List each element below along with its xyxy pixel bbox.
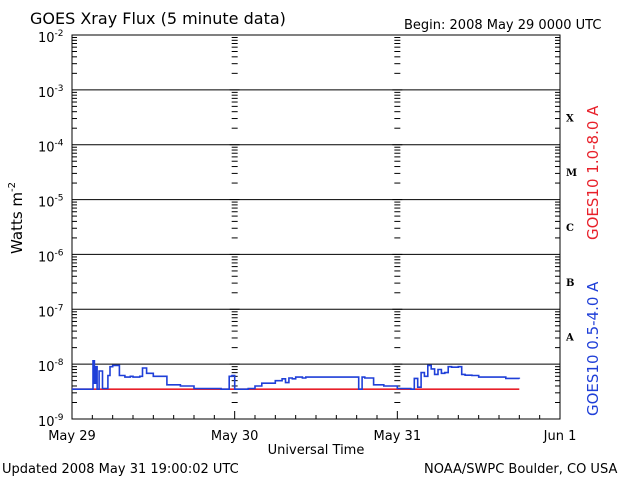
y-tick-exp: -2: [55, 29, 64, 39]
y-tick-base: 10: [38, 31, 55, 46]
y-axis-label-exp: -2: [7, 182, 18, 192]
legend-long-channel-label: GOES10 1.0-8.0 A: [584, 105, 602, 240]
y-tick-base: 10: [38, 86, 55, 101]
x-tick-label: Jun 1: [543, 429, 577, 444]
plot-frame: [71, 34, 561, 420]
y-tick-base: 10: [38, 141, 55, 156]
y-tick-exp: -5: [55, 194, 64, 204]
y-tick-base: 10: [38, 196, 55, 211]
x-tick-label: May 31: [374, 429, 422, 444]
chart-title: GOES Xray Flux (5 minute data): [30, 9, 286, 28]
y-tick-exp: -9: [55, 413, 64, 423]
x-tick-label: May 29: [48, 429, 96, 444]
y-tick-exp: -3: [55, 84, 64, 94]
y-tick-exp: -6: [55, 248, 64, 258]
y-tick-label: 10-8: [38, 358, 64, 375]
x-tick-label: May 30: [211, 429, 259, 444]
y-tick-exp: -4: [55, 139, 64, 149]
legend-short-channel: GOES10 0.5-4.0 A: [584, 281, 602, 416]
legend-long-channel: GOES10 1.0-8.0 A: [584, 105, 602, 240]
flare-class-X: X: [566, 113, 574, 124]
legend-short-channel-label: GOES10 0.5-4.0 A: [584, 281, 602, 416]
y-tick-base: 10: [38, 360, 55, 375]
begin-time: Begin: 2008 May 29 0000 UTC: [404, 18, 601, 33]
y-tick-base: 10: [38, 415, 55, 430]
y-tick-label: 10-4: [38, 139, 64, 156]
flare-class-B: B: [566, 278, 574, 289]
y-tick-label: 10-5: [38, 194, 64, 211]
y-axis-label: Watts m-2: [7, 182, 26, 254]
x-axis-label: Universal Time: [268, 443, 365, 458]
source-label: NOAA/SWPC Boulder, CO USA: [424, 462, 617, 477]
flare-class-M: M: [566, 168, 577, 179]
updated-timestamp: Updated 2008 May 31 19:00:02 UTC: [2, 462, 239, 477]
series-short-channel-line: [72, 360, 521, 390]
svg-text:Watts m-2: Watts m-2: [7, 182, 26, 254]
y-tick-label: 10-9: [38, 413, 64, 430]
y-tick-exp: -8: [55, 358, 64, 368]
y-tick-label: 10-7: [38, 303, 64, 320]
y-tick-base: 10: [38, 305, 55, 320]
y-tick-exp: -7: [55, 303, 64, 313]
flare-class-C: C: [566, 223, 574, 234]
y-tick-label: 10-6: [38, 248, 64, 265]
flare-class-A: A: [565, 333, 574, 344]
y-tick-base: 10: [38, 250, 55, 265]
y-tick-label: 10-2: [38, 29, 64, 46]
plot-area: May 29 May 30 May 31 Jun 110-210-310-410-51…: [38, 29, 577, 444]
y-tick-label: 10-3: [38, 84, 64, 101]
y-axis-label-base: Watts m: [8, 192, 26, 254]
